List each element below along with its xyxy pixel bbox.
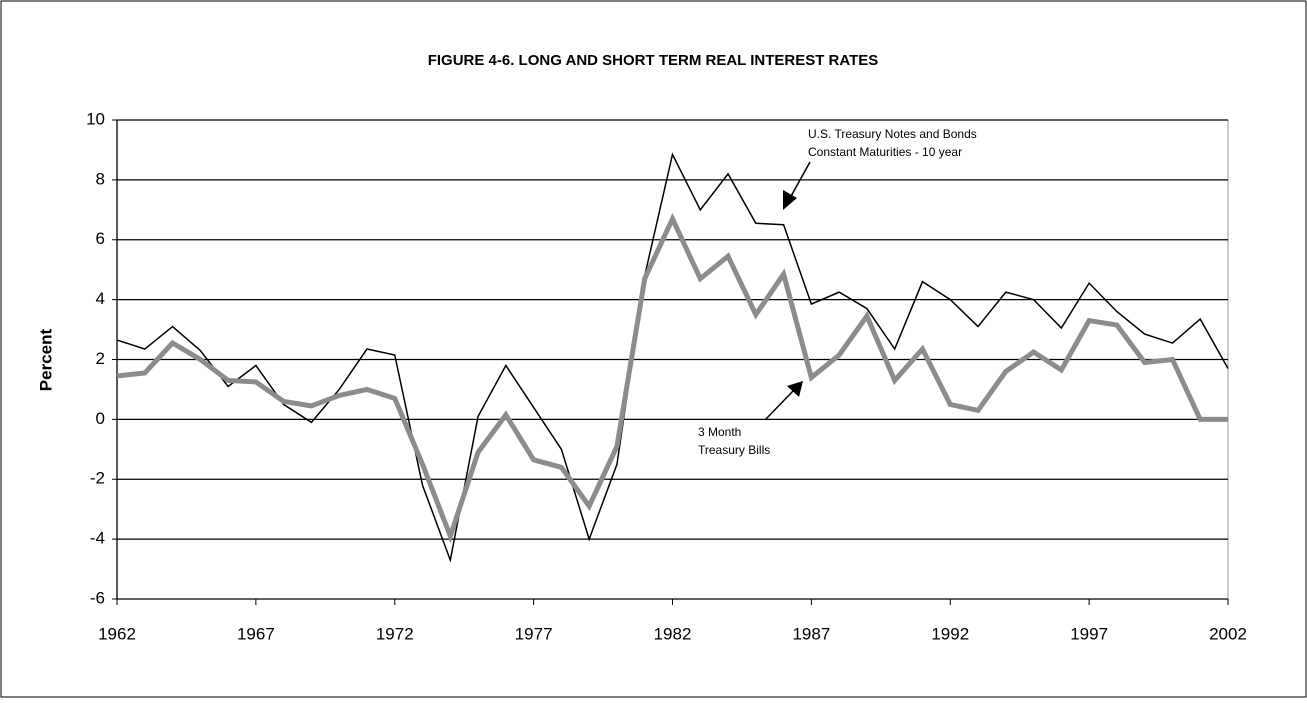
annotation-line: Treasury Bills: [698, 443, 770, 457]
y-tick-label: 6: [96, 229, 105, 248]
chart-title: FIGURE 4-6. LONG AND SHORT TERM REAL INT…: [428, 52, 879, 69]
arrow-head: [783, 190, 797, 210]
annotation: 3 Month Treasury Bills: [698, 381, 803, 457]
y-tick-label: 10: [86, 109, 105, 128]
series-line: [116, 152, 1229, 563]
y-tick-label: 8: [96, 169, 105, 188]
x-tick-label: 1987: [792, 624, 830, 643]
y-tick-label: -2: [90, 469, 105, 488]
arrow: [789, 161, 811, 199]
annotation-line: U.S. Treasury Notes and Bonds: [808, 127, 977, 141]
x-tick-label: 1992: [931, 624, 969, 643]
y-tick-label: 2: [96, 349, 105, 368]
x-tick-label: 1962: [98, 624, 136, 643]
y-tick-label: -6: [90, 588, 105, 607]
x-tick-label: 1972: [376, 624, 414, 643]
y-tick-label: -4: [90, 529, 105, 548]
annotation-line: 3 Month: [698, 425, 741, 439]
annotation-line: Constant Maturities - 10 year: [808, 145, 962, 159]
arrow: [764, 389, 795, 421]
x-tick-label: 1977: [515, 624, 553, 643]
y-axis-label: Percent: [36, 328, 55, 391]
x-tick-label: 2002: [1209, 624, 1247, 643]
y-tick-label: 4: [96, 289, 105, 308]
x-tick-label: 1997: [1070, 624, 1108, 643]
x-tick-label: 1982: [654, 624, 692, 643]
annotation: U.S. Treasury Notes and Bonds Constant M…: [783, 127, 977, 210]
series-line: [116, 212, 1228, 544]
arrow-head: [787, 381, 803, 397]
x-tick-label: 1967: [237, 624, 275, 643]
y-tick-label: 0: [96, 409, 105, 428]
